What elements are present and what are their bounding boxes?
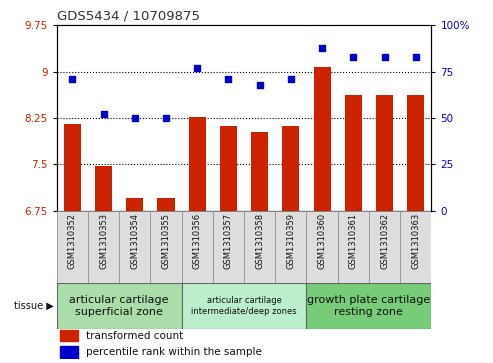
- Point: [69, 76, 76, 82]
- Point: [100, 111, 107, 117]
- Bar: [338, 211, 369, 283]
- Bar: [220, 126, 237, 211]
- Bar: [251, 132, 268, 211]
- Point: [412, 54, 420, 60]
- Text: articular cartilage
superficial zone: articular cartilage superficial zone: [70, 295, 169, 317]
- Bar: [314, 67, 331, 211]
- Bar: [157, 198, 175, 211]
- Bar: [345, 95, 362, 211]
- Text: GSM1310355: GSM1310355: [162, 213, 171, 269]
- Bar: [61, 346, 78, 358]
- Point: [287, 76, 295, 82]
- Point: [350, 54, 357, 60]
- Text: GSM1310362: GSM1310362: [380, 213, 389, 269]
- Text: GSM1310363: GSM1310363: [411, 213, 420, 269]
- Bar: [126, 198, 143, 211]
- Text: growth plate cartilage
resting zone: growth plate cartilage resting zone: [307, 295, 430, 317]
- Text: transformed count: transformed count: [86, 331, 183, 340]
- Bar: [88, 211, 119, 283]
- Bar: [307, 211, 338, 283]
- Point: [131, 115, 139, 121]
- Bar: [282, 126, 299, 211]
- Bar: [57, 283, 181, 329]
- Text: GSM1310357: GSM1310357: [224, 213, 233, 269]
- Point: [162, 115, 170, 121]
- Bar: [57, 211, 88, 283]
- Bar: [307, 283, 431, 329]
- Text: GSM1310360: GSM1310360: [317, 213, 326, 269]
- Point: [224, 76, 232, 82]
- Text: GSM1310358: GSM1310358: [255, 213, 264, 269]
- Point: [193, 65, 201, 71]
- Text: GSM1310353: GSM1310353: [99, 213, 108, 269]
- Bar: [213, 211, 244, 283]
- Bar: [119, 211, 150, 283]
- Text: GSM1310361: GSM1310361: [349, 213, 358, 269]
- Text: tissue ▶: tissue ▶: [14, 301, 54, 311]
- Point: [318, 45, 326, 50]
- Bar: [369, 211, 400, 283]
- Bar: [181, 211, 213, 283]
- Text: GSM1310354: GSM1310354: [130, 213, 139, 269]
- Text: percentile rank within the sample: percentile rank within the sample: [86, 347, 262, 357]
- Text: GSM1310356: GSM1310356: [193, 213, 202, 269]
- Bar: [64, 124, 81, 211]
- Bar: [61, 330, 78, 341]
- Bar: [244, 211, 275, 283]
- Text: articular cartilage
intermediate/deep zones: articular cartilage intermediate/deep zo…: [191, 296, 297, 315]
- Point: [256, 82, 264, 87]
- Bar: [181, 283, 307, 329]
- Bar: [400, 211, 431, 283]
- Text: GSM1310352: GSM1310352: [68, 213, 77, 269]
- Text: GSM1310359: GSM1310359: [286, 213, 295, 269]
- Text: GDS5434 / 10709875: GDS5434 / 10709875: [57, 10, 200, 23]
- Bar: [150, 211, 181, 283]
- Bar: [95, 166, 112, 211]
- Bar: [189, 117, 206, 211]
- Point: [381, 54, 388, 60]
- Bar: [376, 95, 393, 211]
- Bar: [407, 95, 424, 211]
- Bar: [275, 211, 307, 283]
